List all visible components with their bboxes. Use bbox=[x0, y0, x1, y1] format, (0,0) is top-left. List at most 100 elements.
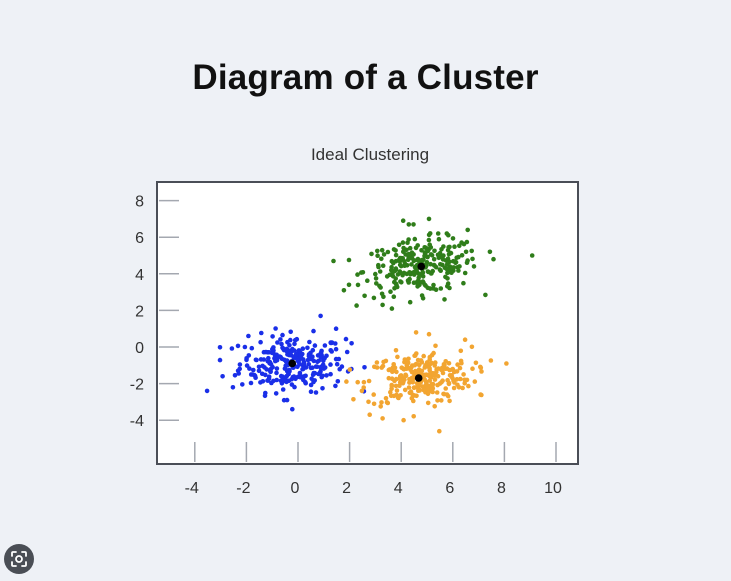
data-point bbox=[460, 385, 465, 391]
data-point bbox=[446, 361, 452, 366]
data-point bbox=[389, 386, 394, 392]
data-point bbox=[417, 388, 423, 393]
data-point bbox=[377, 269, 383, 274]
data-point bbox=[402, 387, 408, 393]
data-point bbox=[361, 385, 367, 390]
x-tick-label: -4 bbox=[185, 480, 199, 497]
data-point bbox=[333, 356, 339, 362]
data-point bbox=[311, 358, 317, 364]
data-point bbox=[428, 252, 434, 257]
data-point bbox=[371, 295, 377, 301]
data-point bbox=[408, 367, 413, 373]
data-point bbox=[400, 218, 406, 223]
data-point bbox=[271, 378, 276, 384]
data-point bbox=[404, 366, 409, 372]
data-point bbox=[401, 245, 406, 251]
data-point bbox=[284, 349, 290, 354]
data-point bbox=[449, 374, 454, 380]
data-point bbox=[399, 280, 404, 285]
data-point bbox=[451, 378, 456, 384]
data-point bbox=[230, 385, 236, 390]
data-point bbox=[412, 236, 418, 242]
data-point bbox=[328, 362, 333, 367]
lens-icon[interactable] bbox=[4, 544, 34, 574]
data-point bbox=[470, 366, 475, 372]
chart-title: Ideal Clustering bbox=[311, 145, 429, 164]
centroid-point bbox=[288, 359, 297, 368]
data-point bbox=[273, 326, 278, 331]
data-point bbox=[280, 345, 285, 351]
data-point bbox=[407, 299, 413, 305]
data-point bbox=[320, 373, 325, 379]
data-point bbox=[333, 383, 338, 389]
data-point bbox=[361, 379, 367, 385]
data-point bbox=[220, 374, 225, 379]
data-point bbox=[386, 375, 392, 381]
data-point bbox=[427, 357, 433, 362]
data-point bbox=[473, 360, 479, 366]
data-point bbox=[371, 392, 377, 397]
data-point bbox=[249, 345, 255, 351]
data-point bbox=[427, 362, 433, 367]
data-point bbox=[458, 358, 464, 364]
data-point bbox=[254, 357, 259, 363]
data-point bbox=[419, 248, 424, 253]
data-point bbox=[432, 363, 438, 368]
data-point bbox=[414, 380, 420, 386]
data-point bbox=[260, 379, 266, 384]
data-point bbox=[367, 412, 373, 418]
data-point bbox=[320, 386, 325, 391]
data-point bbox=[373, 271, 378, 277]
data-point bbox=[274, 352, 279, 358]
data-point bbox=[426, 389, 432, 395]
data-point bbox=[246, 333, 251, 339]
data-point bbox=[280, 374, 286, 380]
data-point bbox=[375, 253, 380, 258]
data-point bbox=[464, 377, 470, 383]
data-point bbox=[427, 242, 433, 247]
data-point bbox=[397, 270, 403, 276]
data-point bbox=[381, 294, 386, 300]
data-point bbox=[303, 373, 308, 379]
data-point bbox=[447, 285, 452, 291]
data-point bbox=[432, 248, 437, 254]
data-point bbox=[426, 331, 432, 337]
centroid-point bbox=[417, 262, 426, 271]
data-point bbox=[461, 372, 466, 377]
data-point bbox=[328, 348, 334, 353]
data-point bbox=[437, 428, 442, 434]
data-point bbox=[469, 248, 475, 254]
data-point bbox=[262, 393, 268, 399]
data-point bbox=[383, 358, 389, 364]
data-point bbox=[431, 256, 437, 262]
data-point bbox=[406, 280, 412, 285]
data-point bbox=[313, 390, 319, 395]
data-point bbox=[415, 243, 421, 248]
data-point bbox=[437, 267, 443, 272]
data-point bbox=[389, 258, 395, 264]
data-point bbox=[244, 363, 250, 368]
data-point bbox=[300, 346, 306, 352]
data-point bbox=[404, 362, 410, 368]
data-point bbox=[359, 270, 364, 275]
data-point bbox=[256, 364, 262, 370]
data-point bbox=[407, 245, 413, 251]
data-point bbox=[305, 345, 310, 351]
data-point bbox=[278, 337, 283, 342]
y-tick-label: 4 bbox=[135, 267, 144, 284]
data-point bbox=[472, 379, 478, 384]
data-point bbox=[301, 359, 307, 365]
data-point bbox=[422, 365, 428, 370]
data-point bbox=[407, 376, 412, 382]
data-point bbox=[258, 339, 263, 345]
data-point bbox=[378, 285, 383, 290]
data-point bbox=[275, 340, 280, 345]
data-point bbox=[371, 401, 377, 407]
data-point bbox=[383, 396, 389, 401]
data-point bbox=[402, 263, 407, 269]
data-point bbox=[470, 256, 475, 262]
data-point bbox=[322, 355, 327, 361]
y-tick-label: 2 bbox=[135, 303, 144, 320]
data-point bbox=[465, 258, 470, 263]
data-point bbox=[318, 313, 323, 319]
